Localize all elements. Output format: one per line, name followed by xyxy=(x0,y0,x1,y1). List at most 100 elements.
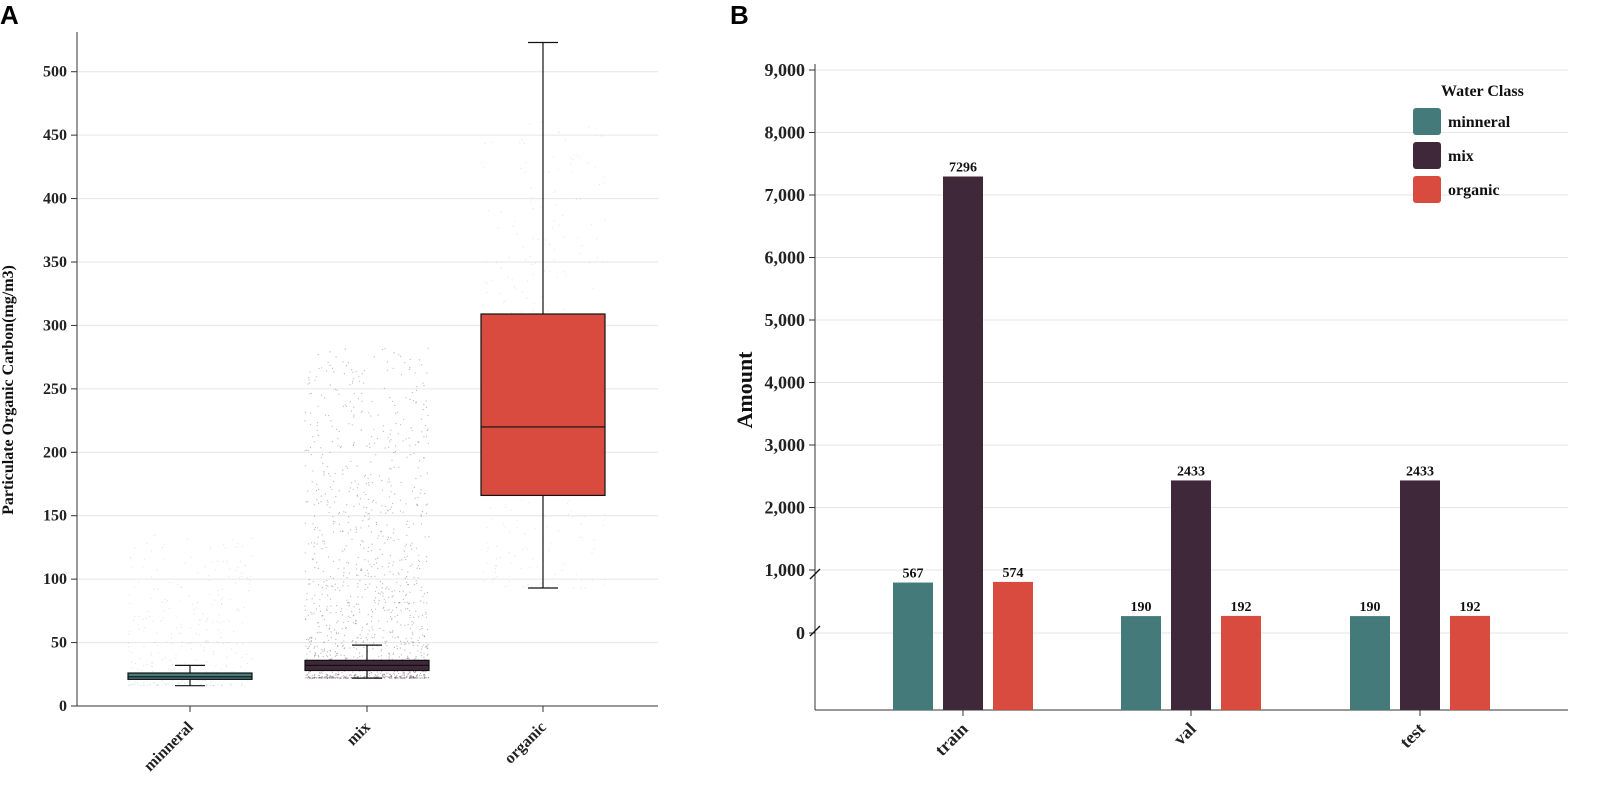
panel-a-sample-point xyxy=(496,545,498,548)
panel-a-sample-point xyxy=(306,677,309,679)
panel-a-sample-point xyxy=(411,640,413,643)
panel-a-sample-point xyxy=(598,184,601,186)
panel-a-sample-point xyxy=(322,677,324,679)
panel-a-sample-point xyxy=(425,671,427,673)
panel-a-sample-point xyxy=(389,554,391,557)
panel-a-sample-point xyxy=(521,585,524,588)
panel-a-sample-point xyxy=(522,247,524,249)
panel-a-sample-point xyxy=(409,677,412,679)
panel-a-sample-point xyxy=(543,270,546,272)
panel-a-sample-point xyxy=(553,248,556,250)
panel-a-sample-point xyxy=(306,599,308,601)
panel-b-y-tick-label: 8,000 xyxy=(765,123,806,143)
panel-a-sample-point xyxy=(400,355,402,357)
panel-a-sample-point xyxy=(587,162,589,164)
panel-a-sample-point xyxy=(393,528,395,530)
panel-a-sample-point xyxy=(244,685,246,687)
panel-a-sample-point xyxy=(175,615,177,617)
panel-a-sample-point xyxy=(342,530,344,532)
panel-a-sample-point xyxy=(329,677,331,679)
panel-a-sample-point xyxy=(558,224,560,226)
panel-a-sample-point xyxy=(421,670,423,673)
panel-a-sample-point xyxy=(339,530,341,532)
panel-a-sample-point xyxy=(398,672,400,675)
panel-a-sample-point xyxy=(511,279,513,281)
panel-a-sample-point xyxy=(371,400,373,403)
panel-a-sample-point xyxy=(316,429,318,431)
panel-a-sample-point xyxy=(353,622,355,624)
panel-a-sample-point xyxy=(322,615,324,617)
panel-a-sample-point xyxy=(591,580,594,582)
panel-a-sample-point xyxy=(336,676,338,678)
panel-a-sample-point xyxy=(352,640,354,642)
panel-a-sample-point xyxy=(246,662,248,665)
panel-a-sample-point xyxy=(367,560,369,562)
panel-a-sample-point xyxy=(419,677,421,679)
panel-a-sample-point xyxy=(411,563,413,566)
panel-a-sample-point xyxy=(420,489,422,491)
panel-a-sample-point xyxy=(354,674,356,676)
panel-a-sample-point xyxy=(241,683,243,685)
panel-a-sample-point xyxy=(377,537,379,539)
panel-a-sample-point xyxy=(329,677,331,679)
panel-a-sample-point xyxy=(128,680,130,682)
panel-a-sample-point xyxy=(326,504,328,506)
panel-a-sample-point xyxy=(307,614,309,617)
panel-a-sample-point xyxy=(413,671,415,674)
panel-a-sample-point xyxy=(504,526,506,528)
panel-a-sample-point xyxy=(403,673,405,675)
panel-a-sample-point xyxy=(355,642,357,644)
panel-a-sample-point xyxy=(403,641,405,643)
panel-a-sample-point xyxy=(418,554,420,556)
panel-a-sample-point xyxy=(422,382,424,384)
panel-a-sample-point xyxy=(426,677,428,679)
panel-a-sample-point xyxy=(184,683,186,685)
panel-a-sample-point xyxy=(414,677,416,679)
panel-a-sample-point xyxy=(355,371,357,373)
panel-a-sample-point xyxy=(487,547,489,549)
panel-a-sample-point xyxy=(127,646,129,648)
panel-a-sample-point xyxy=(355,674,357,676)
panel-a-sample-point xyxy=(383,677,385,679)
panel-a-sample-point xyxy=(179,600,181,602)
panel-a-sample-point xyxy=(217,621,219,623)
panel-a-sample-point xyxy=(520,167,522,170)
panel-a-sample-point xyxy=(316,425,318,427)
panel-a-sample-point xyxy=(409,672,411,674)
panel-a-sample-point xyxy=(338,673,340,675)
panel-a-sample-point xyxy=(412,633,414,635)
panel-a-sample-point xyxy=(387,481,389,483)
panel-a-sample-point xyxy=(423,674,425,676)
panel-a-sample-point xyxy=(377,673,379,676)
panel-a-sample-point xyxy=(390,506,392,508)
panel-a-sample-point xyxy=(539,128,541,130)
panel-a-sample-point xyxy=(386,645,388,647)
panel-a-sample-point xyxy=(407,657,409,659)
panel-a-sample-point xyxy=(350,460,352,462)
panel-a-sample-point xyxy=(167,683,169,685)
panel-a-sample-point xyxy=(512,225,514,227)
panel-a-sample-point xyxy=(418,560,421,563)
panel-a-sample-point xyxy=(531,196,533,199)
panel-a-sample-point xyxy=(346,467,348,469)
panel-a-sample-point xyxy=(393,451,395,454)
panel-a-sample-point xyxy=(228,620,230,622)
panel-a-sample-point xyxy=(356,676,358,678)
panel-a-sample-point xyxy=(243,606,245,609)
panel-a-sample-point xyxy=(315,608,317,610)
panel-a-sample-point xyxy=(337,632,340,634)
panel-a-sample-point xyxy=(310,640,312,642)
panel-a-sample-point xyxy=(359,611,361,613)
panel-a-sample-point xyxy=(362,640,364,642)
panel-a-sample-point xyxy=(330,676,332,678)
panel-a-sample-point xyxy=(426,647,428,649)
panel-a-sample-point xyxy=(217,684,219,686)
panel-a-sample-point xyxy=(368,513,370,515)
panel-a-sample-point xyxy=(391,658,393,660)
panel-a-sample-point xyxy=(491,141,493,143)
panel-a-sample-point xyxy=(406,555,408,557)
panel-a-sample-point xyxy=(358,503,360,505)
panel-a-sample-point xyxy=(179,682,181,684)
panel-a-sample-point xyxy=(413,584,416,586)
